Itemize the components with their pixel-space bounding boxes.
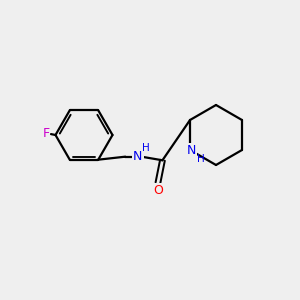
Text: H: H — [196, 154, 204, 164]
Text: N: N — [133, 150, 142, 163]
Text: H: H — [142, 143, 150, 153]
Text: N: N — [187, 143, 196, 157]
Text: O: O — [153, 184, 163, 197]
Text: F: F — [42, 127, 50, 140]
